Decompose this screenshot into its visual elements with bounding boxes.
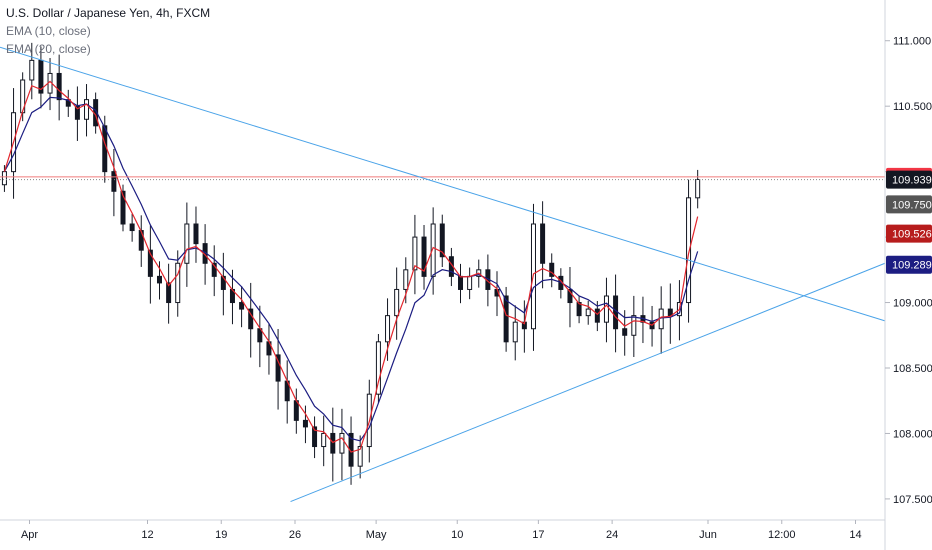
candle <box>166 263 172 324</box>
y-tick-label: 110.500 <box>893 101 932 113</box>
price-badge: 109.939 <box>886 170 932 189</box>
candle <box>120 184 126 232</box>
y-tick-label: 107.500 <box>893 494 932 506</box>
candle <box>220 252 226 316</box>
candle <box>375 333 381 403</box>
candle <box>302 405 308 444</box>
candle <box>330 407 336 482</box>
ema-fast-legend[interactable]: EMA (10, close) <box>6 24 91 38</box>
symbol-title[interactable]: U.S. Dollar / Japanese Yen, 4h, FXCM <box>6 6 211 20</box>
price-badge: 109.289 <box>886 255 932 274</box>
x-tick-label: 12 <box>141 529 153 541</box>
candle <box>357 435 363 479</box>
x-tick-label: May <box>366 529 387 541</box>
candle <box>29 42 35 100</box>
y-tick-label: 111.000 <box>893 36 931 48</box>
candle <box>412 214 418 295</box>
price-badge-label: 109.939 <box>892 175 932 187</box>
candle <box>312 416 318 459</box>
candle <box>576 295 582 324</box>
candle <box>512 305 518 361</box>
price-badge-label: 109.750 <box>892 199 932 211</box>
price-badge-label: 109.526 <box>892 229 932 241</box>
x-tick-label: 17 <box>532 529 544 541</box>
candlestick-series <box>1 42 701 485</box>
ema-slow-line <box>3 96 699 442</box>
x-tick-label: Jun <box>699 529 717 541</box>
x-tick-label: 24 <box>606 529 618 541</box>
y-tick-label: 109.000 <box>893 298 932 310</box>
trendline <box>0 46 886 322</box>
candle <box>111 148 117 217</box>
price-badge: 109.526 <box>886 224 932 243</box>
candle <box>695 169 701 209</box>
y-tick-label: 108.500 <box>893 363 932 375</box>
x-tick-label: 26 <box>289 529 301 541</box>
horizontal-levels <box>0 176 885 181</box>
candle <box>211 245 217 297</box>
candle <box>339 408 345 481</box>
candle <box>175 250 181 317</box>
candle <box>84 84 90 137</box>
candle <box>567 266 573 328</box>
ema-fast-line <box>3 80 699 453</box>
candle <box>549 253 555 288</box>
candle <box>239 286 245 328</box>
chart-legend: U.S. Dollar / Japanese Yen, 4h, FXCM EMA… <box>6 4 210 58</box>
candle <box>129 213 135 242</box>
candle <box>603 277 609 343</box>
candle <box>394 267 400 340</box>
candle <box>439 214 445 268</box>
candle <box>585 300 591 325</box>
x-tick-label: 10 <box>451 529 463 541</box>
candle <box>421 224 427 290</box>
x-tick-label: 19 <box>215 529 227 541</box>
candle <box>147 225 153 304</box>
x-tick-label: Apr <box>21 529 38 541</box>
candle <box>275 329 281 410</box>
x-tick-label: 12:00 <box>768 529 796 541</box>
candle <box>530 203 536 351</box>
trendlines <box>0 46 886 502</box>
ema-slow-legend[interactable]: EMA (20, close) <box>6 42 91 56</box>
candle <box>540 201 546 289</box>
candle <box>430 207 436 295</box>
trendline <box>290 262 886 502</box>
candle <box>321 415 327 467</box>
price-badge: 109.750 <box>886 195 932 214</box>
candle <box>631 295 637 357</box>
candle <box>503 286 509 352</box>
candle <box>686 179 692 323</box>
x-tick-label: 14 <box>849 529 861 541</box>
candle <box>248 282 254 358</box>
candle <box>193 206 199 263</box>
candle <box>65 89 71 117</box>
time-axis[interactable]: Apr 12 19 26 May 10 17 24 Jun 12:00 14 <box>21 520 862 541</box>
price-badge-label: 109.289 <box>892 260 932 272</box>
candle <box>184 202 190 287</box>
y-tick-label: 108.000 <box>893 428 932 440</box>
